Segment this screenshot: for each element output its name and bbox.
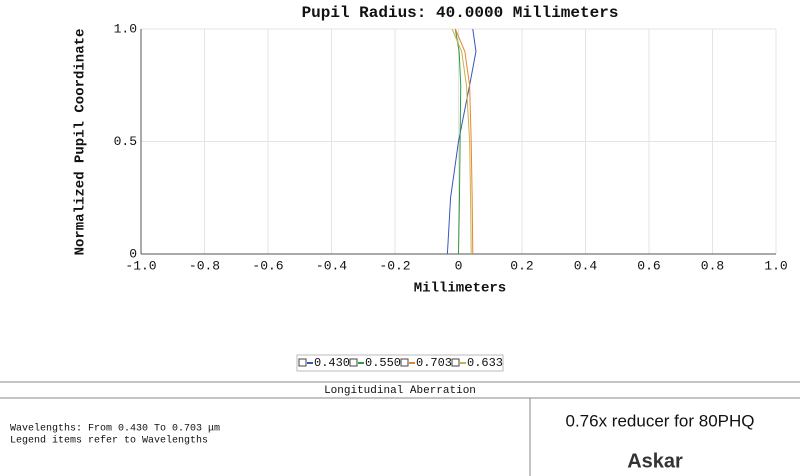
caption: 0.76x reducer for 80PHQ [566, 411, 755, 430]
series-line [454, 28, 474, 255]
series-line [446, 28, 477, 255]
x-axis-label: Millimeters [414, 281, 506, 297]
x-tick-label: -0.8 [189, 258, 220, 273]
y-axis-label: Normalized Pupil Coordinate [73, 29, 89, 256]
legend-label: 0.430 [314, 356, 350, 370]
legend-checkbox [451, 358, 460, 367]
x-tick-label: 0.6 [637, 258, 660, 273]
legend-checkbox [400, 358, 409, 367]
legend-label: 0.703 [416, 356, 452, 370]
y-tick-label: 1.0 [114, 21, 137, 36]
panel-title: Longitudinal Aberration [324, 385, 476, 397]
x-tick-label: -0.6 [252, 258, 283, 273]
series-line [454, 28, 462, 255]
legend-box [296, 354, 504, 372]
x-tick-label: -1.0 [125, 258, 156, 273]
chart-title: Pupil Radius: 40.0000 Millimeters [302, 4, 619, 22]
legend-checkbox [298, 358, 307, 367]
x-tick-label: 0 [455, 258, 463, 273]
legend-label: 0.633 [467, 356, 503, 370]
x-tick-label: 0.2 [510, 258, 533, 273]
series-line [451, 28, 472, 255]
x-tick-label: -0.2 [379, 258, 410, 273]
x-tick-label: 0.8 [701, 258, 724, 273]
x-tick-label: -0.4 [316, 258, 347, 273]
note: Wavelengths: From 0.430 To 0.703 μm [10, 423, 220, 435]
legend-label: 0.550 [365, 356, 401, 370]
x-tick-label: 0.4 [574, 258, 598, 273]
x-tick-label: 1.0 [764, 258, 787, 273]
note: Legend items refer to Wavelengths [10, 435, 208, 447]
legend-checkbox [349, 358, 358, 367]
y-tick-label: 0 [129, 246, 137, 261]
y-tick-label: 0.5 [114, 134, 137, 149]
brand: Askar [627, 450, 683, 472]
